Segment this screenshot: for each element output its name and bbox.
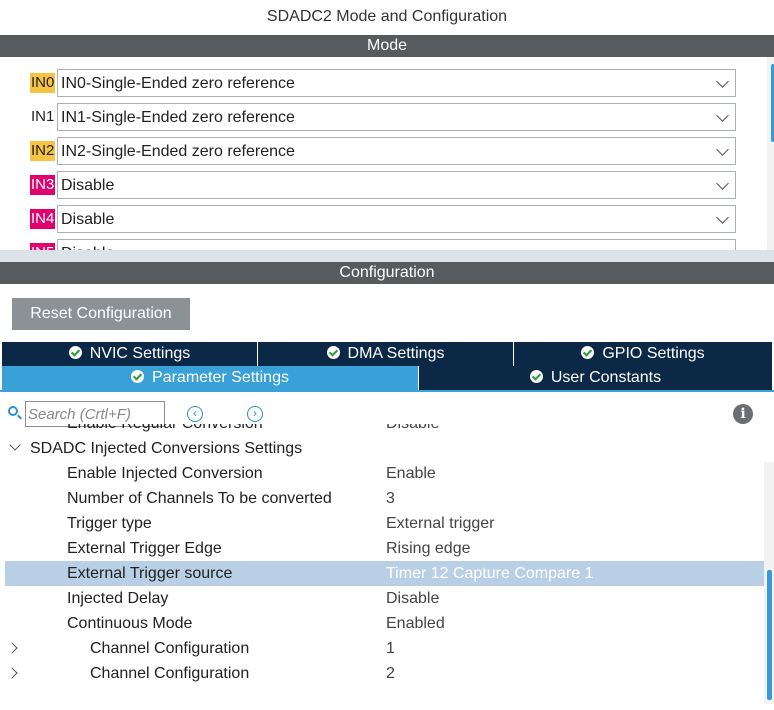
- chevron-down-icon[interactable]: [716, 211, 729, 224]
- parameter-value[interactable]: 2: [386, 665, 395, 682]
- channel-mode-select[interactable]: Disable: [57, 171, 736, 199]
- mode-channel-row: IN5 Disable: [30, 239, 736, 250]
- tab-label: User Constants: [550, 369, 662, 386]
- search-icon: [8, 406, 18, 416]
- channel-label: IN0: [30, 73, 56, 93]
- mode-scrollbar-thumb[interactable]: [771, 64, 774, 142]
- mode-panel: IN0 IN0-Single-Ended zero reference IN1 IN1…: [0, 57, 774, 250]
- parameter-value[interactable]: Timer 12 Capture Compare 1: [386, 565, 594, 582]
- tab-label: NVIC Settings: [89, 345, 191, 362]
- mode-section-header[interactable]: Mode: [0, 35, 774, 57]
- tab-gpio-settings[interactable]: GPIO Settings: [514, 342, 772, 366]
- channel-mode-value: Disable: [61, 177, 115, 194]
- channel-mode-select[interactable]: IN1-Single-Ended zero reference: [57, 103, 736, 131]
- check-circle-icon: [326, 346, 340, 359]
- info-icon[interactable]: i: [733, 404, 753, 424]
- check-circle-icon: [581, 346, 595, 359]
- parameter-row[interactable]: Number of Channels To be converted 3: [0, 486, 764, 511]
- channel-label: IN3: [30, 175, 56, 195]
- check-circle-icon: [68, 346, 82, 359]
- tab-parameter-settings[interactable]: Parameter Settings: [2, 366, 418, 390]
- channel-mode-value: IN1-Single-Ended zero reference: [61, 109, 295, 126]
- parameter-value[interactable]: External trigger: [386, 515, 495, 532]
- channel-mode-select[interactable]: Disable: [57, 239, 736, 250]
- parameter-value[interactable]: Enabled: [386, 615, 445, 632]
- reset-configuration-button[interactable]: Reset Configuration: [12, 298, 190, 330]
- next-match-icon[interactable]: ›: [247, 406, 263, 422]
- chevron-down-icon[interactable]: [716, 75, 729, 88]
- chevron-down-icon[interactable]: [716, 109, 729, 122]
- parameter-row[interactable]: Trigger type External trigger: [0, 511, 764, 536]
- search-input[interactable]: [25, 401, 165, 427]
- parameter-tree: Enable Regular Conversion Disable SDADC In…: [0, 424, 764, 710]
- tab-underline: [0, 390, 774, 392]
- channel-mode-select[interactable]: Disable: [57, 205, 736, 233]
- chevron-down-icon[interactable]: [9, 439, 21, 451]
- mode-scrollbar[interactable]: [767, 57, 774, 250]
- channel-mode-select[interactable]: IN0-Single-Ended zero reference: [57, 69, 736, 97]
- parameter-label: Trigger type: [67, 515, 152, 532]
- mode-channel-row: IN4 Disable: [30, 205, 736, 233]
- channel-mode-value: Disable: [61, 211, 115, 228]
- selected-value-cell[interactable]: [388, 561, 764, 586]
- channel-label: IN1: [31, 108, 55, 125]
- parameter-label: Channel Configuration: [90, 665, 250, 682]
- mode-channel-row: IN0 IN0-Single-Ended zero reference: [30, 69, 736, 97]
- configuration-section-header[interactable]: Configuration: [0, 262, 774, 284]
- parameter-value[interactable]: Rising edge: [386, 540, 471, 557]
- parameter-row[interactable]: Enable Regular Conversion Disable: [0, 424, 764, 436]
- parameter-row[interactable]: Continuous Mode Enabled: [0, 611, 764, 636]
- parameter-value[interactable]: Enable: [386, 465, 436, 482]
- parameter-label: Channel Configuration: [90, 640, 250, 657]
- parameter-scrollbar-thumb[interactable]: [767, 570, 772, 700]
- parameter-row[interactable]: Enable Injected Conversion Enable: [0, 461, 764, 486]
- chevron-down-icon[interactable]: [716, 177, 729, 190]
- chevron-right-icon[interactable]: [6, 642, 18, 654]
- parameter-value[interactable]: Disable: [386, 424, 439, 436]
- channel-label: IN4: [30, 209, 56, 229]
- parameter-label: External Trigger Edge: [67, 540, 222, 557]
- parameter-row[interactable]: External Trigger source Timer 12 Capture …: [5, 561, 764, 586]
- check-circle-icon: [131, 370, 145, 383]
- parameter-value[interactable]: 3: [386, 490, 395, 507]
- parameter-value[interactable]: 1: [386, 640, 395, 657]
- parameter-label: SDADC Injected Conversions Settings: [30, 440, 303, 457]
- tree-group-row[interactable]: Channel Configuration 1: [0, 636, 764, 661]
- prev-match-icon[interactable]: ‹: [187, 406, 203, 422]
- mode-channel-row: IN3 Disable: [30, 171, 736, 199]
- parameter-label: Enable Regular Conversion: [67, 424, 263, 436]
- parameter-label: External Trigger source: [67, 565, 233, 582]
- tree-group-row[interactable]: Channel Configuration 2: [0, 661, 764, 686]
- tab-label: Parameter Settings: [152, 369, 289, 386]
- window-title: SDADC2 Mode and Configuration: [266, 8, 508, 25]
- channel-label: IN5: [30, 243, 56, 250]
- channel-mode-value: IN0-Single-Ended zero reference: [61, 75, 295, 92]
- parameter-row[interactable]: External Trigger Edge Rising edge: [0, 536, 764, 561]
- tree-group-row[interactable]: SDADC Injected Conversions Settings: [0, 436, 764, 461]
- parameter-value[interactable]: Disable: [386, 590, 440, 607]
- tab-dma-settings[interactable]: DMA Settings: [258, 342, 513, 366]
- tab-nvic-settings[interactable]: NVIC Settings: [2, 342, 257, 366]
- parameter-label: Enable Injected Conversion: [67, 465, 263, 482]
- parameter-label: Injected Delay: [67, 590, 169, 607]
- parameter-label: Number of Channels To be converted: [67, 490, 332, 507]
- mode-channel-row: IN2 IN2-Single-Ended zero reference: [30, 137, 736, 165]
- chevron-right-icon[interactable]: [6, 667, 18, 679]
- tab-label: GPIO Settings: [602, 345, 705, 362]
- panel-splitter[interactable]: [0, 250, 774, 262]
- mode-channel-row: IN1 IN1-Single-Ended zero reference: [30, 103, 736, 131]
- chevron-down-icon[interactable]: [716, 143, 729, 156]
- check-circle-icon: [529, 370, 543, 383]
- channel-mode-value: Disable: [61, 244, 114, 250]
- channel-mode-value: IN2-Single-Ended zero reference: [61, 143, 295, 160]
- parameter-label: Continuous Mode: [67, 615, 193, 632]
- tab-user-constants[interactable]: User Constants: [419, 366, 772, 390]
- parameter-row[interactable]: Injected Delay Disable: [0, 586, 764, 611]
- channel-label: IN2: [30, 141, 56, 161]
- tab-label: DMA Settings: [347, 345, 445, 362]
- channel-mode-select[interactable]: IN2-Single-Ended zero reference: [57, 137, 736, 165]
